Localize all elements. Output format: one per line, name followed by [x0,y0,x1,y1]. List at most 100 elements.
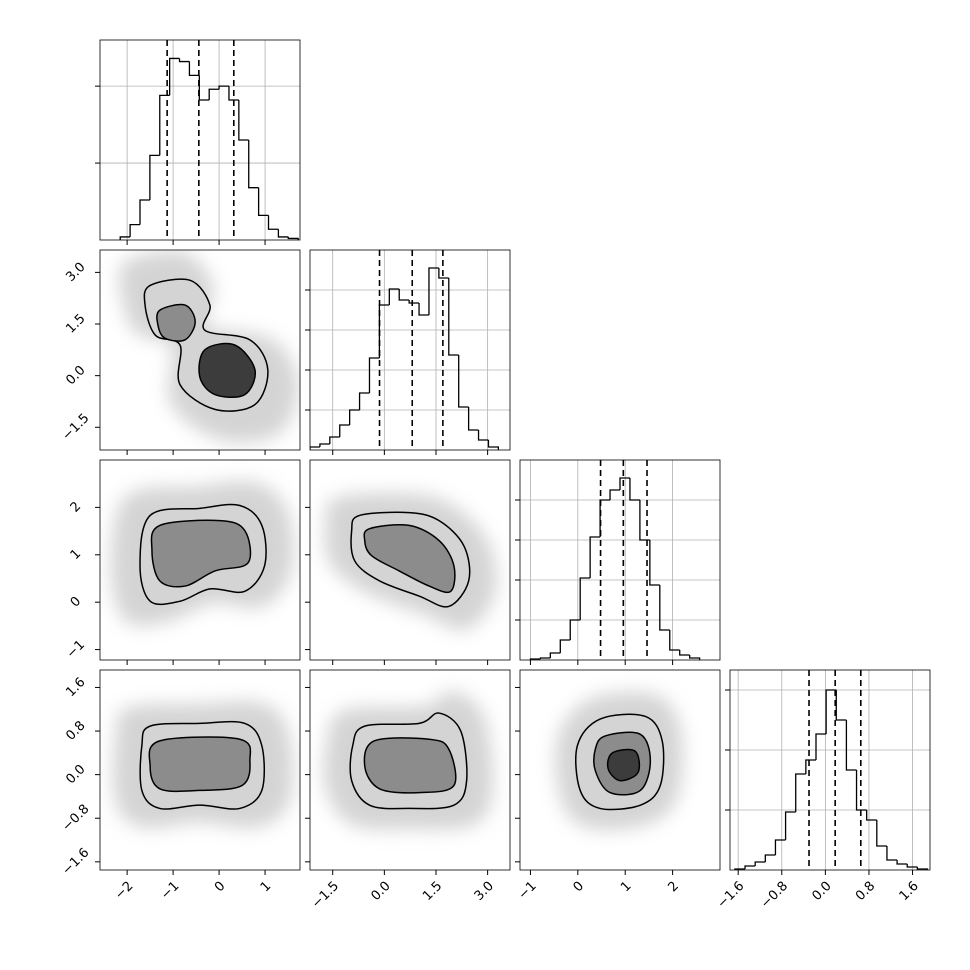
panel-border [99,39,301,241]
histogram-bin [886,846,898,861]
histogram-bin [659,585,670,631]
histogram-bin [876,820,887,847]
x-tick-label: 0.0 [809,879,834,904]
contour [148,736,252,793]
histogram-bin [866,810,877,821]
histogram-bin [579,577,591,620]
y-tick-label: 0.0 [63,762,88,787]
histogram-bin [139,199,150,225]
histogram-bin [916,867,929,870]
x-tick-label: −2 [112,879,136,903]
panel [111,480,294,626]
histogram-bin [438,268,449,279]
y-tick-label: 2 [68,499,84,515]
panel-border [309,669,511,871]
y-tick-label: 0.0 [63,363,88,388]
panel [520,460,720,660]
panel [310,250,510,450]
panel-border [729,669,931,871]
contour [606,748,641,782]
x-tick-label: −1 [516,879,540,903]
histogram-bin [639,500,650,541]
histogram-bin [569,619,581,640]
panel-border [519,459,721,661]
histogram-bin [896,860,908,865]
x-tick-label: −0.8 [758,879,791,912]
y-tick-label: 3.0 [63,260,88,285]
histogram-bin [329,436,340,444]
histogram-bin [257,187,269,217]
x-tick-label: 1.5 [420,879,445,904]
histogram-bin [448,278,459,356]
histogram-bin [845,720,857,771]
histogram-bin [398,289,410,301]
x-tick-label: 2 [665,879,681,895]
x-tick-label: 0 [212,879,228,895]
x-tick-label: −1.6 [715,879,748,912]
contour [363,737,457,794]
panel-border [99,669,301,871]
histogram-bin [609,489,620,500]
x-tick-label: 1.6 [897,879,922,904]
histogram-bin [539,657,551,659]
histogram-bin [129,223,140,237]
histogram-bin [178,58,190,63]
histogram-bin [277,229,289,238]
histogram-bin [218,85,229,90]
panel-border [309,459,511,661]
histogram-bin [188,61,200,77]
x-tick-label: −1 [158,879,182,903]
histogram-bin [754,861,766,866]
histogram-bin [198,75,210,101]
histogram-bin [149,154,160,200]
x-tick-label: 1 [258,879,274,895]
x-tick-label: 0.8 [853,879,878,904]
panel-border [519,669,721,871]
panel-border [309,249,511,451]
histogram-bin [805,759,816,774]
histogram-bin [208,88,220,100]
histogram-bin [906,864,918,868]
histogram-bin [855,770,867,811]
histogram-bin [599,499,611,537]
y-tick-label: −1.5 [60,411,93,444]
histogram-bin [619,477,630,490]
histogram-bin [458,355,469,408]
histogram-bin [287,236,299,240]
panel-border [99,249,301,451]
histogram-bin [418,303,429,316]
histogram-bin [629,478,640,501]
panel [555,691,683,831]
histogram-bin [349,409,360,425]
histogram-bin [689,655,701,660]
histogram-bin [825,689,837,734]
y-tick-label: 0 [68,594,84,610]
panel-border [99,459,301,661]
histogram-bin [669,630,680,651]
panel [730,670,930,870]
histogram-bin [248,140,259,189]
y-tick-label: −1 [64,637,88,661]
histogram-bin [477,430,489,441]
y-tick-label: −0.8 [60,802,93,835]
histogram-bin [388,288,400,305]
y-tick-label: −1.6 [60,845,93,878]
histogram-bin [559,639,571,653]
histogram-bin [815,733,827,760]
histogram-bin [649,540,660,586]
x-tick-label: 3.0 [472,879,497,904]
histogram-bin [339,424,350,437]
contour [150,519,252,588]
histogram-bin [358,392,370,410]
histogram-bin [408,300,420,304]
contour [198,342,257,398]
histogram-bin [679,650,690,656]
panel [100,40,300,240]
panel [119,251,299,443]
histogram-bin [238,100,249,141]
histogram-bin [589,536,601,578]
histogram-bin [487,440,500,450]
y-tick-label: 1.5 [63,311,88,336]
histogram-bin [764,854,776,862]
